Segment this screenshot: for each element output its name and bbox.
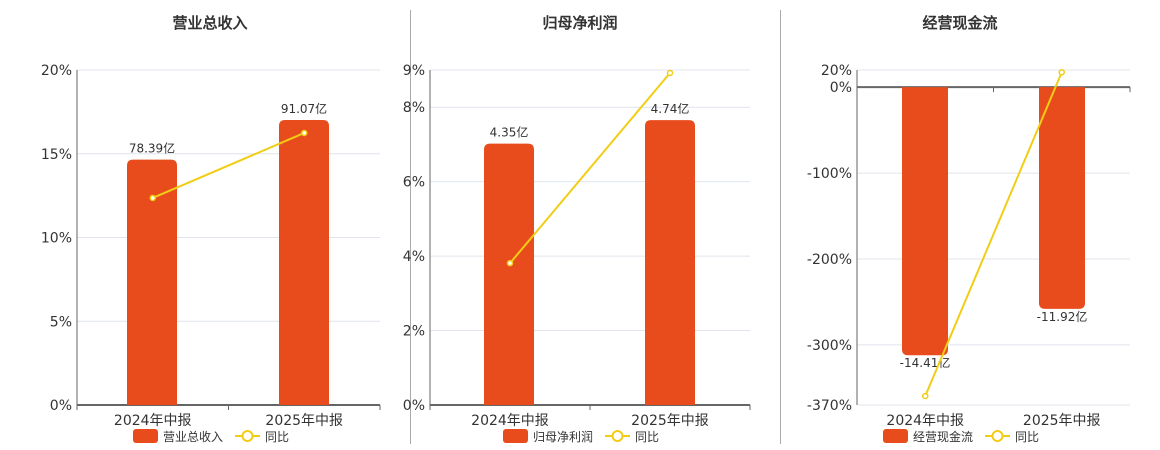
bar-data-label: 4.35亿 — [490, 125, 529, 140]
chart-title: 归母净利润 — [542, 14, 617, 32]
y-tick-label: 9% — [403, 63, 425, 79]
y-tick-label: 20% — [41, 63, 72, 79]
bar — [902, 87, 948, 356]
bar-data-label: 78.39亿 — [129, 141, 175, 156]
y-tick-label: 4% — [403, 249, 425, 265]
bar — [127, 159, 177, 405]
line-point — [301, 129, 308, 137]
legend-line-marker — [611, 430, 624, 442]
x-tick-label: 2025年中报 — [631, 413, 709, 429]
line-point — [1058, 68, 1065, 76]
legend-bar-label: 营业总收入 — [163, 430, 223, 444]
line-series — [509, 72, 671, 264]
bar — [484, 143, 534, 405]
legend-bar-label: 归母净利润 — [533, 430, 593, 444]
legend-line-label: 同比 — [1015, 430, 1039, 444]
legend-bar-swatch — [133, 429, 158, 443]
y-tick-label: -300% — [807, 338, 852, 354]
y-tick-label: -100% — [807, 166, 852, 182]
legend-bar-label: 经营现金流 — [913, 429, 973, 444]
y-tick-label: 20% — [821, 63, 852, 79]
y-tick-label: 8% — [403, 100, 425, 116]
legend-line-marker — [991, 430, 1004, 442]
legend-bar-swatch — [883, 429, 908, 443]
divider — [780, 10, 781, 444]
y-tick-label: 0% — [50, 398, 72, 414]
y-tick-label: 2% — [403, 324, 425, 340]
divider — [410, 10, 411, 444]
y-tick-label: 10% — [41, 231, 72, 247]
chart-title: 经营现金流 — [922, 14, 997, 32]
bar — [279, 119, 329, 405]
bar-data-label: 91.07亿 — [281, 101, 327, 116]
x-tick-label: 2025年中报 — [1023, 413, 1101, 429]
x-tick-label: 2025年中报 — [265, 413, 343, 429]
legend-line-label: 同比 — [265, 430, 289, 444]
line-series — [924, 71, 1063, 397]
legend-line-marker — [241, 430, 254, 442]
y-tick-label: -370% — [807, 398, 852, 414]
bar-data-label: 4.74亿 — [651, 101, 690, 116]
y-tick-label: 0% — [403, 398, 425, 414]
x-tick-label: 2024年中报 — [886, 413, 964, 429]
y-tick-label: 6% — [403, 175, 425, 191]
line-point — [666, 69, 674, 77]
bar — [1039, 87, 1085, 309]
x-tick-label: 2024年中报 — [471, 413, 549, 429]
line-point — [922, 392, 929, 400]
x-tick-label: 2024年中报 — [114, 413, 192, 429]
y-tick-label: -200% — [807, 252, 852, 268]
y-tick-label: 5% — [50, 314, 72, 330]
bar-data-label: -14.41亿 — [900, 355, 951, 370]
y-tick-label: 15% — [41, 147, 72, 163]
legend-bar-swatch — [503, 429, 528, 443]
line-point — [506, 259, 514, 267]
bar — [645, 120, 695, 405]
legend-line-label: 同比 — [635, 430, 659, 444]
line-point — [149, 194, 156, 202]
chart-title: 营业总收入 — [172, 14, 247, 32]
bar-data-label: -11.92亿 — [1037, 309, 1088, 324]
y-tick-label: 0% — [830, 80, 852, 96]
line-series — [152, 132, 305, 199]
